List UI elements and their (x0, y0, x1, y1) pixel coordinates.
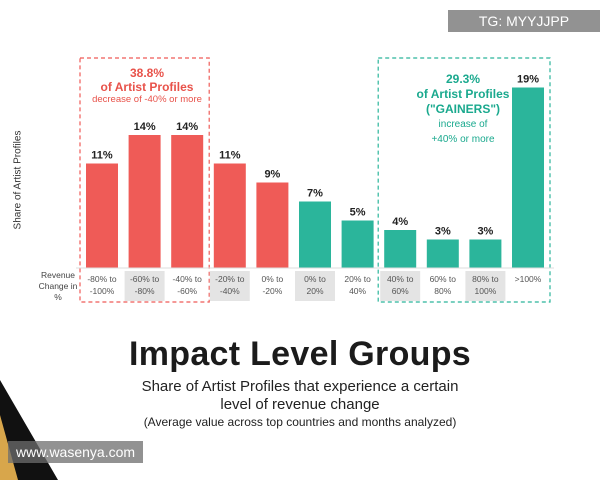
tick-label-bg (209, 271, 250, 301)
tick-label-bg (380, 271, 421, 301)
bar (299, 201, 331, 268)
gainers-tag: ("GAINERS") (425, 102, 501, 116)
losers-desc: decrease of -40% or more (92, 94, 202, 105)
watermark-site: www.wasenya.com (8, 441, 144, 463)
page-note: (Average value across top countries and … (143, 415, 457, 429)
tick-label-bg (124, 271, 165, 301)
losers-line: of Artist Profiles (100, 80, 194, 94)
losers-group-box (79, 57, 210, 303)
data-label: 19% (517, 74, 539, 86)
losers-pct: 38.8% (129, 66, 165, 80)
x-axis-row-label-line: % (54, 292, 62, 302)
x-tick-label: -60% to (130, 274, 160, 284)
bar (469, 239, 502, 268)
gainers-desc: +40% or more (431, 134, 495, 145)
x-tick-label: 40% to (387, 274, 414, 284)
x-axis-row-label: Revenue Change in % (34, 270, 82, 303)
x-tick-label: 0% to (262, 274, 284, 284)
bar (171, 135, 204, 268)
data-label: 4% (392, 216, 408, 228)
x-tick-label: -100% (90, 286, 115, 296)
x-tick-label: -40% (220, 286, 240, 296)
x-tick-label: 60% to (430, 274, 457, 284)
x-tick-label: 80% (434, 286, 451, 296)
bar (384, 230, 417, 268)
watermark-top: TG: MYYJJPP (448, 10, 600, 32)
bar (213, 163, 246, 268)
gainers-annotation: 29.3% of Artist Profiles ("GAINERS") inc… (398, 72, 528, 147)
x-tick-label: 20% to (344, 274, 371, 284)
bar (256, 182, 289, 268)
bar (341, 220, 374, 268)
data-label: 14% (176, 121, 198, 133)
tick-label-bg (465, 271, 506, 301)
x-axis-row-label-line: Revenue (40, 270, 76, 280)
gainers-desc: increase of (438, 119, 488, 130)
gainers-pct: 29.3% (445, 72, 481, 86)
data-label: 14% (134, 121, 156, 133)
data-label: 11% (219, 150, 241, 162)
data-label: 7% (307, 188, 323, 200)
bar (128, 135, 161, 268)
x-tick-label: -20% (262, 286, 282, 296)
bar (512, 87, 544, 268)
gainers-group-box (377, 57, 551, 303)
data-label: 3% (435, 226, 451, 238)
losers-annotation: 38.8% of Artist Profiles decrease of -40… (84, 66, 210, 105)
x-tick-label: -80% to (87, 274, 117, 284)
x-tick-label: -60% (177, 286, 197, 296)
x-tick-label: 40% (349, 286, 366, 296)
subtitle-line: level of revenue change (220, 396, 380, 413)
subtitle-line: Share of Artist Profiles that experience… (141, 378, 459, 395)
x-tick-label: -80% (135, 286, 155, 296)
bar (426, 239, 459, 268)
page-subtitle: Share of Artist Profiles that experience… (0, 378, 600, 414)
page-title: Impact Level Groups (128, 335, 471, 373)
x-tick-label: -20% to (215, 274, 245, 284)
x-axis-row-label-line: Change in (38, 281, 78, 291)
x-tick-label: 80% to (472, 274, 499, 284)
x-tick-label: 100% (475, 286, 497, 296)
x-tick-label: -40% to (173, 274, 203, 284)
data-label: 5% (350, 207, 366, 219)
x-tick-label: >100% (515, 274, 542, 284)
gainers-line: of Artist Profiles (416, 87, 510, 101)
bar (86, 163, 118, 268)
data-label: 9% (264, 169, 280, 181)
data-label: 3% (477, 226, 493, 238)
x-tick-label: 20% (306, 286, 323, 296)
data-label: 11% (91, 150, 113, 162)
x-tick-label: 60% (392, 286, 409, 296)
y-axis-title: Share of Artist Profiles (12, 130, 24, 230)
x-tick-label: 0% to (304, 274, 326, 284)
tick-label-bg (295, 271, 335, 301)
